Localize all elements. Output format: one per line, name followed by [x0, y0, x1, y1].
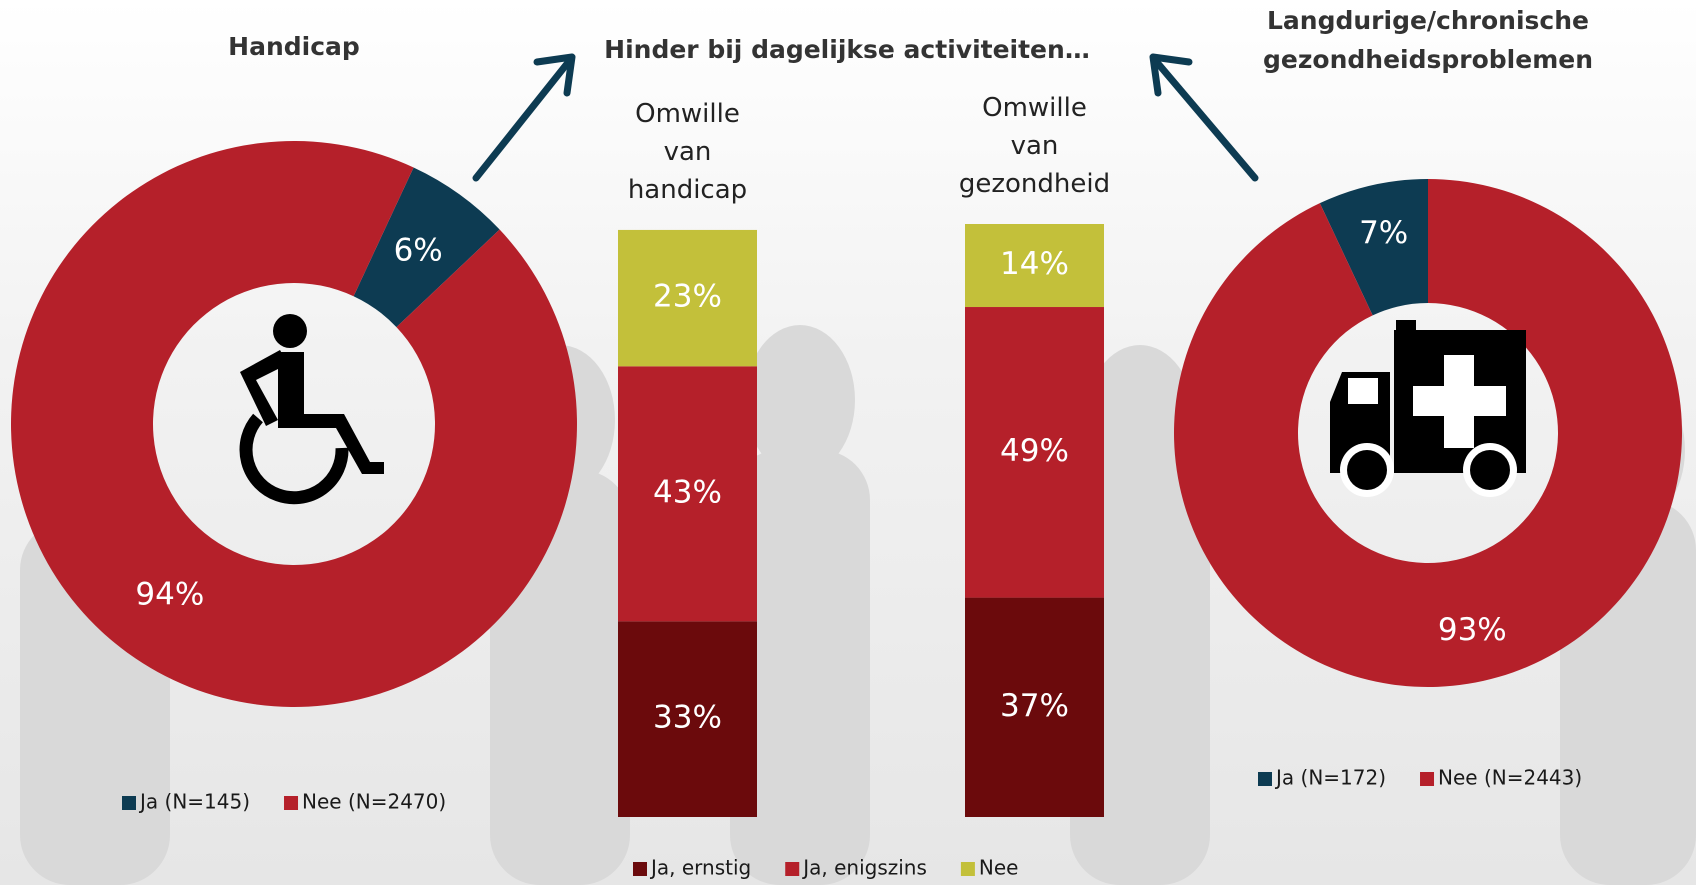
chart-title: Langdurige/chronische gezondheidsprobleme… [1263, 6, 1593, 74]
ambulance-icon [1330, 320, 1526, 497]
slice-label: 93% [1438, 612, 1507, 648]
wheelchair-icon [239, 314, 384, 505]
category-label: Omwille van handicap [628, 99, 747, 205]
bar-label: 14% [1000, 246, 1069, 282]
bar-segment [618, 366, 757, 622]
legend-swatch [960, 862, 975, 876]
category-label: Omwille van gezondheid [959, 93, 1110, 199]
donut-slice [1174, 179, 1682, 687]
bar-segment [965, 597, 1104, 817]
bar-segment [965, 307, 1104, 598]
legend-label: Ja (N=145) [138, 790, 250, 814]
arrows [472, 53, 1259, 182]
legend-swatch [1420, 772, 1435, 786]
donut-slice [1319, 179, 1428, 316]
bar-label: 49% [1000, 433, 1069, 469]
legend-swatch [785, 862, 800, 876]
bar-label: 37% [1000, 688, 1069, 724]
slice-label: 7% [1359, 215, 1408, 251]
chart-title: Handicap [228, 32, 360, 61]
charts: 6% 94% Handicap Ja (N=145) Nee (N=2470) 33% 43… [11, 6, 1682, 880]
bar-label: 33% [653, 700, 722, 736]
legend-label: Nee [979, 856, 1019, 880]
bar-segment [618, 229, 757, 367]
legend-label: Ja (N=172) [1274, 766, 1386, 790]
legend-swatch [1258, 772, 1272, 786]
legend-label: Ja, enigszins [801, 856, 927, 880]
donut-slice [353, 167, 500, 328]
slice-label: 6% [394, 232, 443, 268]
legend-swatch [122, 796, 136, 810]
legend-label: Nee (N=2470) [302, 790, 446, 814]
slice-label: 94% [135, 577, 204, 613]
bar-segment [965, 224, 1104, 308]
chart-title: Hinder bij dagelijkse activiteiten… [604, 35, 1090, 64]
bar-segment [618, 621, 757, 817]
legend-swatch [284, 796, 299, 810]
legend-label: Nee (N=2443) [1438, 766, 1582, 790]
legend-label: Ja, ernstig [649, 856, 751, 880]
bar-label: 43% [653, 474, 722, 510]
legend-swatch [633, 862, 647, 876]
bar-label: 23% [653, 279, 722, 315]
donut-slice [11, 141, 578, 708]
